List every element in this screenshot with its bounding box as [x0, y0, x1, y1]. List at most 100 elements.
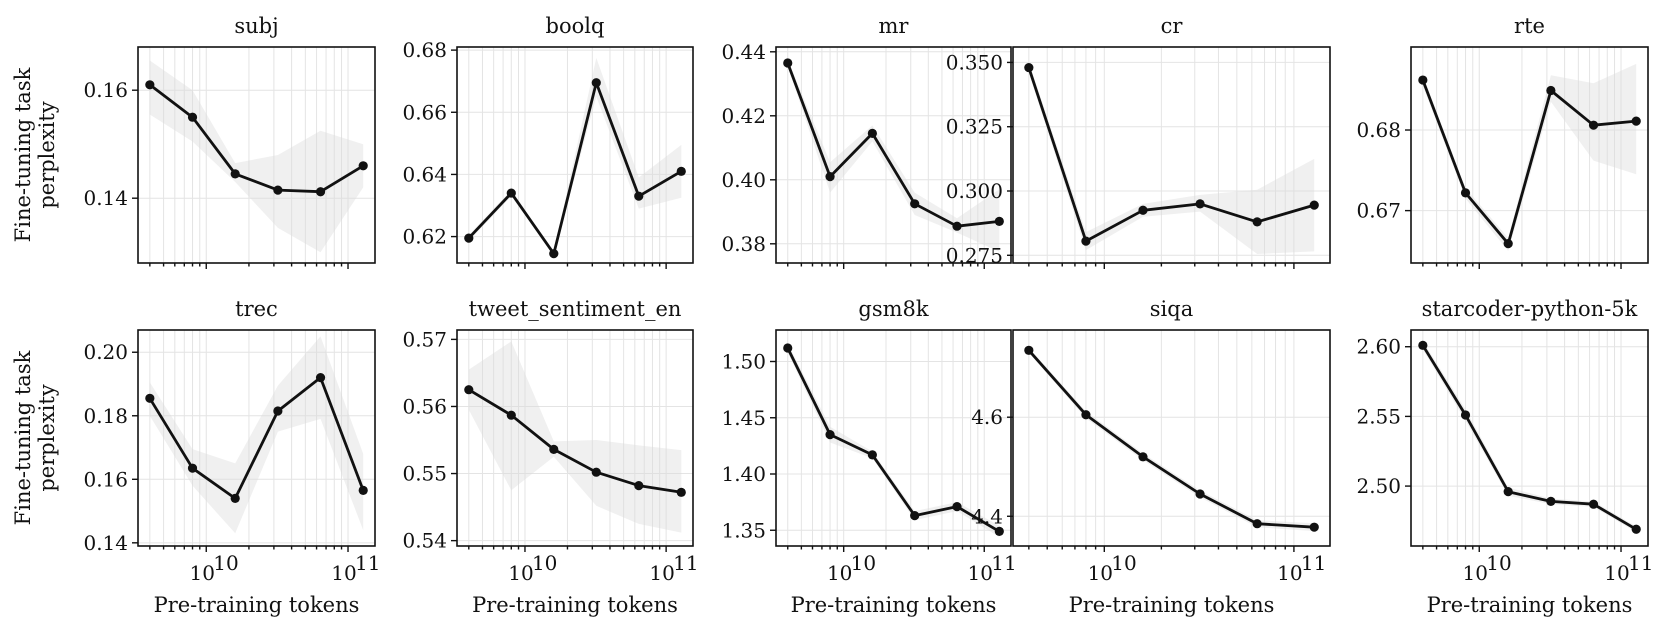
x-axis-label: Pre-training tokens [154, 593, 360, 617]
data-point [1252, 519, 1262, 529]
plot-frame [1410, 329, 1649, 547]
data-point [145, 393, 155, 403]
data-point [1418, 75, 1428, 85]
y-tick-label: 0.66 [402, 100, 447, 124]
y-tick-label: 0.54 [402, 529, 447, 553]
data-point [1024, 62, 1034, 73]
data-point [825, 430, 835, 440]
data-point [867, 128, 877, 138]
y-axis-label-line: Fine-tuning task [11, 67, 35, 242]
data-point [1309, 200, 1319, 210]
y-axis-label-row-1: Fine-tuning taskperplexity [11, 67, 59, 242]
data-point [230, 169, 240, 179]
data-point [1460, 188, 1471, 198]
y-tick-label: 0.300 [946, 179, 1003, 203]
y-tick-label: 0.55 [402, 462, 447, 486]
data-point [634, 481, 644, 491]
y-tick-label: 0.325 [946, 115, 1003, 139]
data-point [187, 463, 198, 473]
data-point [1588, 120, 1599, 130]
data-point [549, 444, 559, 455]
data-point [1081, 236, 1091, 246]
confidence-band [787, 343, 1000, 537]
data-point [315, 373, 326, 383]
data-point [1418, 340, 1428, 350]
confidence-band [1422, 341, 1637, 533]
data-point [952, 502, 962, 512]
data-point [1546, 496, 1556, 507]
data-point [549, 249, 559, 259]
data-point [1024, 345, 1034, 355]
data-point [358, 161, 368, 171]
y-tick-label: 0.68 [402, 38, 447, 62]
data-point [506, 410, 516, 420]
y-tick-label: 2.55 [1356, 404, 1401, 428]
data-point [676, 166, 686, 176]
data-point [1631, 116, 1641, 126]
panel-boolq: 0.62 0.64 0.66 0.68 boolq [402, 14, 694, 269]
grid [457, 47, 693, 263]
x-axis-label: Pre-training tokens [791, 593, 997, 617]
x-tick-exponent: 11 [1301, 551, 1326, 575]
data-point [910, 511, 920, 521]
data-point [867, 450, 877, 460]
plot-frame [1012, 46, 1331, 264]
data-point [591, 467, 601, 477]
grid [1411, 47, 1648, 263]
panel-cr: 0.275 0.300 0.325 0.350 cr [946, 14, 1331, 269]
grid [1013, 47, 1330, 263]
data-point [145, 80, 155, 90]
y-tick-label: 1.45 [721, 406, 766, 430]
data-point [1546, 85, 1556, 96]
confidence-band [468, 341, 682, 533]
y-axis-label-line: perplexity [35, 101, 59, 208]
confidence-band [787, 59, 1000, 252]
series-line [468, 388, 682, 494]
grid [1013, 330, 1330, 546]
series-line [148, 83, 364, 194]
x-tick-exponent: 11 [355, 551, 380, 575]
panel-title: siqa [1150, 297, 1193, 321]
grid [138, 47, 375, 263]
data-point [952, 221, 962, 231]
data-point [1195, 199, 1205, 209]
data-point [1631, 524, 1641, 534]
y-tick-label: 0.56 [402, 394, 447, 418]
plot-frame [1410, 46, 1649, 264]
panel-subj: 0.14 0.16 subj [83, 14, 376, 269]
confidence-band [149, 336, 364, 534]
data-point [910, 199, 920, 209]
y-tick-label: 0.275 [946, 243, 1003, 267]
x-tick-exponent: 11 [1628, 551, 1653, 575]
panel-title: mr [879, 14, 910, 38]
plot-frame [137, 46, 376, 264]
x-axis-label: Pre-training tokens [1069, 593, 1275, 617]
grid [457, 330, 693, 546]
confidence-band [1422, 63, 1637, 251]
confidence-band [1028, 347, 1315, 532]
y-tick-label: 0.62 [402, 225, 447, 249]
x-tick-exponent: 11 [991, 551, 1016, 575]
y-tick-label: 0.57 [402, 327, 447, 351]
y-tick-label: 2.60 [1356, 335, 1401, 359]
data-point [1138, 452, 1148, 462]
data-point [783, 58, 793, 68]
y-axis-label-row-2: Fine-tuning taskperplexity [11, 350, 59, 525]
y-tick-label: 0.64 [402, 162, 447, 186]
y-axis-label: Fine-tuning taskperplexity [11, 67, 59, 242]
y-tick-label: 0.14 [83, 531, 128, 555]
data-point [994, 526, 1004, 536]
series-line [1027, 67, 1315, 243]
confidence-band [1028, 62, 1315, 255]
series-line [148, 376, 365, 500]
plot-frame [775, 46, 1012, 264]
panel-title: gsm8k [858, 297, 928, 321]
data-point [1138, 205, 1148, 215]
x-tick-exponent: 10 [532, 551, 557, 575]
data-point [825, 172, 835, 182]
series-line [1027, 349, 1315, 529]
x-tick-exponent: 10 [1486, 551, 1511, 575]
